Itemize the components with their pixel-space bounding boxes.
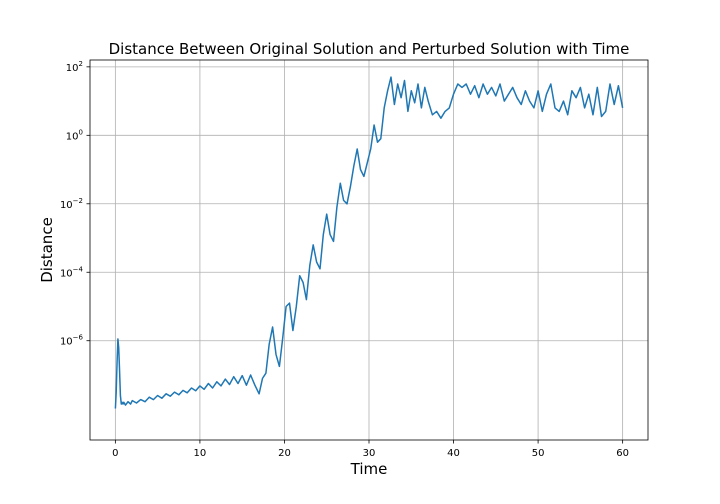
y-tick-label: 102: [66, 60, 83, 74]
y-tick-label: 10−6: [60, 334, 84, 348]
plot-area: [114, 76, 624, 409]
x-tick-label: 10: [194, 448, 207, 459]
y-tick-label: 10−4: [60, 265, 84, 279]
y-tick-label: 10−2: [60, 197, 83, 211]
x-axis-ticks: 0 10 20 30 40 50 60: [112, 440, 629, 459]
x-axis-label: Time: [350, 460, 388, 478]
grid: [90, 60, 648, 440]
x-tick-label: 40: [447, 448, 460, 459]
x-tick-label: 0: [112, 448, 118, 459]
y-tick-label: 100: [66, 128, 83, 142]
y-axis-ticks: 10−6 10−4 10−2 100 102: [60, 60, 90, 348]
x-tick-label: 20: [278, 448, 291, 459]
x-tick-label: 50: [532, 448, 545, 459]
y-axis-label: Distance: [38, 217, 56, 283]
distance-series-line: [114, 76, 624, 409]
chart-title: Distance Between Original Solution and P…: [109, 40, 630, 58]
x-tick-label: 60: [616, 448, 629, 459]
x-tick-label: 30: [363, 448, 376, 459]
